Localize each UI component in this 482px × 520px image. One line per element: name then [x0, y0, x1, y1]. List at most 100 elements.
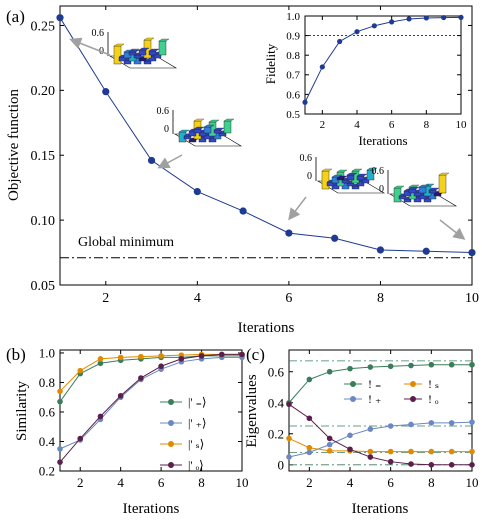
inset-bar — [218, 132, 227, 137]
panel-b-point — [198, 353, 205, 359]
panel-a-xlabel: Iterations — [238, 320, 295, 336]
inset-bar-top — [408, 184, 420, 188]
panel-c-point — [428, 361, 435, 368]
panel-c-point — [306, 444, 313, 451]
fidelity-inset-point — [406, 16, 412, 22]
panel-c-ytick-label: 0.4 — [268, 395, 285, 410]
panel-a-point — [56, 14, 64, 22]
panel-b-point — [218, 351, 225, 358]
fidelity-inset-ytick-label: 0.7 — [286, 70, 300, 82]
panel-c-point — [428, 461, 435, 468]
panel-b: (b) Iterations Similarity 2 4 6 8 10 0.2 0.4 0.… — [6, 345, 249, 517]
panel-c-point — [347, 365, 353, 372]
inset-bar-plot-2: 0.60 — [157, 106, 243, 147]
fidelity-inset-point — [354, 29, 360, 35]
panel-b-legend-label: |' ₌⟩ — [188, 395, 207, 409]
panel-c-ytick-label: 0.2 — [268, 426, 284, 441]
inset-bar — [433, 193, 442, 197]
panel-b-series-line — [59, 356, 242, 450]
inset-bar — [213, 129, 222, 134]
panel-a-series-line — [59, 17, 473, 254]
inset-bar — [223, 120, 232, 134]
fidelity-inset-ytick-label: 0.5 — [286, 109, 300, 121]
panel-b-xtick-label: 2 — [77, 475, 84, 490]
arrow-1 — [69, 37, 111, 56]
inset-bar-tick-zero: 0 — [307, 171, 312, 182]
panel-c-series-2 — [286, 419, 475, 460]
panel-c-xtick-label: 8 — [428, 475, 435, 490]
panel-b-ytick-label: 0.6 — [39, 405, 56, 420]
inset-bar — [346, 174, 355, 181]
panel-b-point — [77, 435, 84, 442]
inset-bar — [408, 188, 417, 194]
fidelity-inset-ytick-label: 0.9 — [286, 30, 300, 42]
panel-b-legend-label: |' ₛ⟩ — [188, 437, 204, 451]
inset-bar-tick-zero: 0 — [164, 124, 169, 135]
fidelity-inset-xtick-label: 4 — [354, 119, 360, 131]
inset-bar-top — [438, 172, 450, 176]
panel-c-point — [408, 448, 414, 455]
inset-bar-top — [366, 167, 378, 171]
panel-c-legend-marker — [410, 396, 416, 402]
inset-bar-top — [158, 38, 170, 42]
inset-bar-top — [346, 172, 358, 176]
panel-b-point — [57, 459, 63, 465]
panel-b-point — [97, 360, 104, 367]
panel-c-point — [469, 419, 475, 425]
panel-c-point — [387, 458, 394, 465]
inset-bar-tick-top: 0.6 — [372, 166, 385, 177]
inset-bar — [138, 58, 147, 62]
arrow-4 — [439, 219, 466, 240]
panel-c-legend-marker — [350, 396, 356, 402]
panel-c-point — [367, 364, 374, 370]
panel-a-ytick-label: 0.05 — [31, 279, 56, 294]
panel-b-point — [158, 353, 164, 359]
fidelity-inset-xtick-label: 2 — [320, 119, 326, 131]
panel-b-ytick-label: 0.2 — [39, 464, 55, 479]
panel-b-point — [57, 388, 63, 395]
panel-b-ylabel: Similarity — [14, 381, 30, 442]
fidelity-inset-point — [458, 14, 464, 20]
panel-c-xlabel: Iterations — [352, 501, 409, 517]
panel-c-label: (c) — [246, 345, 265, 364]
panel-b-series-2 — [57, 354, 245, 452]
panel-b-frame — [59, 349, 243, 472]
panel-a-point — [422, 247, 430, 255]
inset-bar-tick-top: 0.6 — [157, 106, 170, 117]
panel-a-point — [239, 207, 247, 215]
panel-b-legend-label: |' ₊⟩ — [188, 416, 207, 430]
panel-c-series — [286, 361, 475, 468]
fidelity-inset-xtick-label: 8 — [424, 119, 430, 131]
panel-c-legend-marker — [350, 381, 356, 387]
panel-c-series-3 — [286, 435, 475, 455]
panel-b-legend-marker — [168, 441, 174, 447]
inset-bar — [158, 40, 167, 56]
inset-bar-top — [393, 185, 405, 189]
panel-b-point — [77, 367, 84, 374]
panel-c-point — [408, 421, 414, 428]
inset-bar-top — [193, 118, 205, 122]
panel-c-series-1 — [286, 361, 475, 406]
inset-bar — [438, 174, 447, 194]
panel-c-point — [326, 448, 333, 454]
panel-c-point — [428, 420, 435, 426]
fidelity-inset-xtick-label: 6 — [389, 119, 395, 131]
panel-b-label: (b) — [6, 345, 26, 364]
inset-bar-top — [223, 118, 235, 122]
panel-a-point — [468, 248, 476, 257]
panel-c-point — [367, 454, 374, 460]
panel-a-xtick-label: 10 — [465, 291, 479, 306]
panel-c-ticks: 2 4 6 8 10 0 0.2 0.4 0.6 — [268, 350, 479, 490]
panel-b-point — [138, 375, 144, 381]
panel-c-point — [387, 448, 394, 455]
fidelity-inset-ytick-label: 0.8 — [286, 50, 300, 62]
panel-c-xtick-label: 10 — [466, 475, 479, 490]
inset-bar — [356, 175, 365, 181]
panel-c-legend-label: ! ₒ — [428, 392, 439, 406]
panel-c-point — [326, 368, 333, 375]
inset-bar-top — [178, 129, 190, 133]
panel-b-series — [57, 351, 245, 465]
panel-a-point — [193, 187, 201, 196]
inset-bar — [133, 54, 142, 59]
